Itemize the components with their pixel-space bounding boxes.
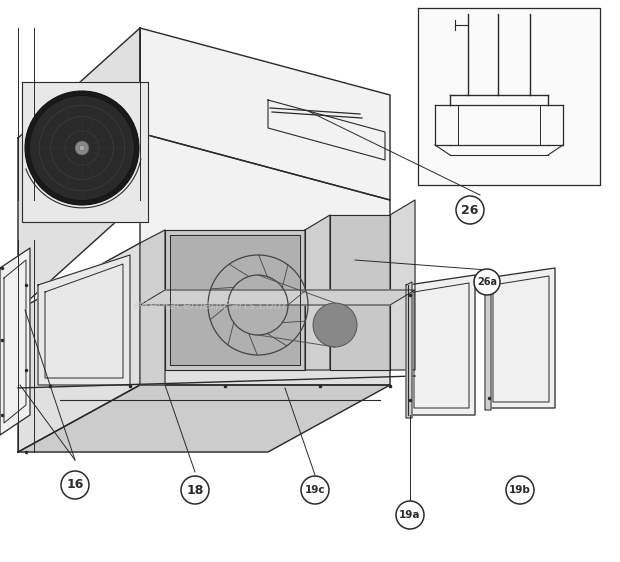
Polygon shape bbox=[390, 200, 415, 370]
Polygon shape bbox=[18, 243, 140, 452]
Polygon shape bbox=[140, 28, 390, 200]
Text: eReplacementParts.com: eReplacementParts.com bbox=[134, 298, 286, 311]
Polygon shape bbox=[140, 243, 390, 385]
Polygon shape bbox=[140, 290, 415, 305]
Text: 18: 18 bbox=[187, 483, 204, 496]
Polygon shape bbox=[485, 275, 491, 410]
Polygon shape bbox=[22, 82, 148, 222]
Polygon shape bbox=[406, 282, 412, 418]
Polygon shape bbox=[18, 28, 140, 310]
Polygon shape bbox=[418, 8, 600, 185]
Polygon shape bbox=[140, 230, 165, 385]
Circle shape bbox=[25, 91, 139, 205]
Circle shape bbox=[506, 476, 534, 504]
Polygon shape bbox=[305, 215, 330, 370]
Circle shape bbox=[79, 145, 85, 151]
Text: 26: 26 bbox=[461, 203, 479, 216]
Text: 19b: 19b bbox=[509, 485, 531, 495]
Polygon shape bbox=[330, 215, 390, 370]
Polygon shape bbox=[18, 385, 390, 452]
Polygon shape bbox=[170, 235, 300, 365]
Circle shape bbox=[456, 196, 484, 224]
Polygon shape bbox=[140, 133, 390, 310]
Circle shape bbox=[75, 141, 89, 155]
Circle shape bbox=[30, 96, 135, 201]
Polygon shape bbox=[487, 268, 555, 408]
Circle shape bbox=[396, 501, 424, 529]
Circle shape bbox=[181, 476, 209, 504]
Text: 16: 16 bbox=[66, 478, 84, 492]
Circle shape bbox=[301, 476, 329, 504]
Polygon shape bbox=[165, 230, 305, 370]
Text: 26a: 26a bbox=[477, 277, 497, 287]
Circle shape bbox=[313, 303, 357, 347]
Polygon shape bbox=[408, 275, 475, 415]
Circle shape bbox=[61, 471, 89, 499]
Circle shape bbox=[474, 269, 500, 295]
Polygon shape bbox=[0, 248, 30, 435]
Text: 19a: 19a bbox=[399, 510, 421, 520]
Text: 19c: 19c bbox=[304, 485, 326, 495]
Polygon shape bbox=[38, 255, 130, 385]
